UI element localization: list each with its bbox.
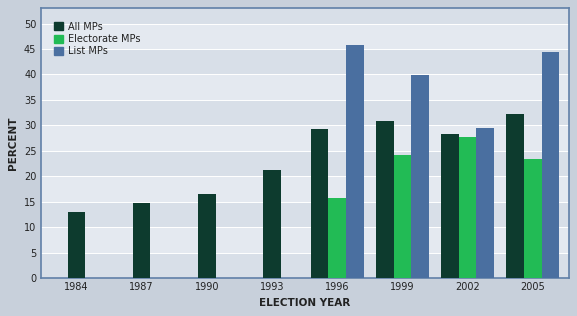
Bar	[40, 202, 569, 227]
Bar	[40, 125, 569, 151]
Bar	[542, 52, 559, 278]
Bar	[459, 137, 477, 278]
Bar	[40, 176, 569, 202]
Bar	[198, 194, 216, 278]
Bar	[346, 45, 364, 278]
Bar	[441, 134, 459, 278]
Bar	[263, 170, 281, 278]
Legend: All MPs, Electorate MPs, List MPs: All MPs, Electorate MPs, List MPs	[51, 19, 144, 59]
Bar	[40, 151, 569, 176]
Bar	[376, 121, 394, 278]
Bar	[133, 203, 151, 278]
Y-axis label: PERCENT: PERCENT	[8, 116, 18, 170]
Bar	[40, 227, 569, 252]
Bar	[311, 130, 328, 278]
Bar	[40, 100, 569, 125]
X-axis label: ELECTION YEAR: ELECTION YEAR	[259, 298, 350, 308]
Bar	[524, 159, 542, 278]
Bar	[477, 128, 494, 278]
Bar	[394, 155, 411, 278]
Bar	[411, 76, 429, 278]
Bar	[328, 198, 346, 278]
Bar	[40, 49, 569, 75]
Bar	[40, 75, 569, 100]
Bar	[40, 24, 569, 49]
Bar	[68, 212, 85, 278]
Bar	[40, 252, 569, 278]
Bar	[507, 114, 524, 278]
